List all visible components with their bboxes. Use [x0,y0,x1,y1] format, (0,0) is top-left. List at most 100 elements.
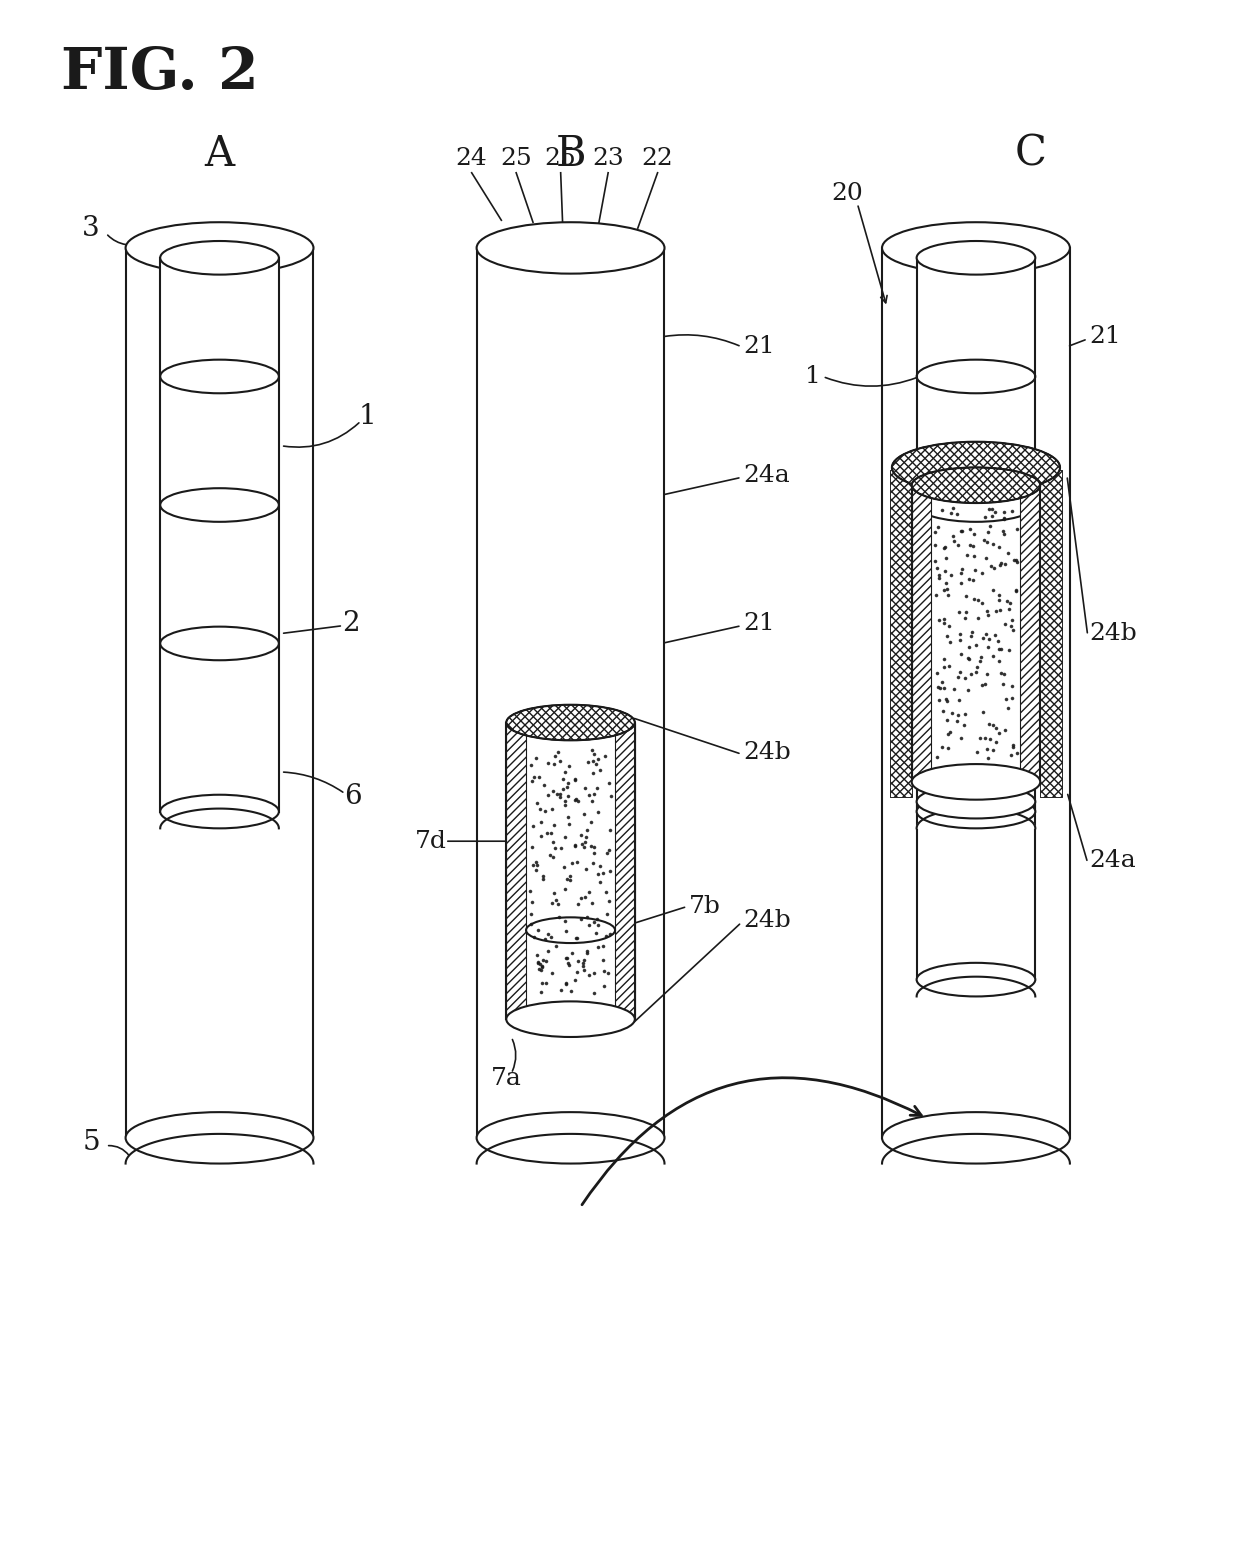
Point [988,637,1008,662]
Point [536,948,556,973]
Point [556,788,575,813]
Point [596,902,616,927]
Point [588,862,608,887]
Point [588,776,608,800]
Point [976,672,996,697]
Point [565,833,585,857]
Point [543,830,563,854]
Point [544,813,564,837]
Point [994,500,1014,524]
Point [584,961,604,985]
Point [991,660,1011,685]
Point [565,834,585,859]
Point [978,497,998,521]
Point [547,887,567,911]
Point [998,540,1018,564]
Point [527,853,547,877]
Point [590,757,610,782]
Point [942,700,962,725]
Point [956,600,976,625]
Point [1004,547,1024,572]
Point [935,675,955,700]
Ellipse shape [160,794,279,828]
Ellipse shape [160,241,279,274]
Point [937,625,957,649]
Text: A: A [205,133,234,174]
Point [990,720,1009,745]
Point [951,641,971,666]
Point [936,688,956,712]
Point [982,554,1002,578]
Point [557,917,577,942]
Point [521,911,541,936]
Point [942,524,962,549]
Point [565,768,585,793]
Point [951,560,971,584]
Point [994,506,1014,530]
Point [594,959,614,984]
Point [949,600,968,625]
Point [1003,732,1023,757]
Point [963,544,983,569]
Point [562,941,582,965]
Ellipse shape [882,1112,1070,1164]
Point [934,646,954,671]
Polygon shape [125,248,314,1138]
Point [556,877,575,902]
Point [596,840,616,865]
Point [986,598,1006,623]
Point [935,558,955,583]
Point [983,577,1003,601]
Point [598,961,618,985]
Point [557,774,577,799]
Point [1002,608,1022,632]
Point [587,752,606,777]
Point [1001,742,1021,766]
Point [546,745,565,769]
Point [990,588,1009,612]
Ellipse shape [506,1001,635,1036]
Point [568,948,588,973]
Point [543,779,563,803]
Point [577,905,596,930]
Point [997,589,1017,614]
Point [549,782,569,806]
Point [928,745,947,769]
Point [1001,614,1021,638]
Point [531,958,551,982]
Point [986,715,1006,740]
Point [522,836,542,860]
Point [584,834,604,859]
Point [1001,591,1021,615]
Polygon shape [160,258,279,811]
Point [523,853,543,877]
Text: 24b: 24b [744,740,791,763]
Point [976,546,996,571]
Point [556,793,575,817]
Point [994,662,1014,686]
Point [1002,674,1022,699]
Ellipse shape [911,467,1040,503]
Point [965,586,985,611]
Point [960,532,980,557]
Point [967,588,987,612]
Point [579,879,599,904]
Point [520,879,539,904]
Point [936,571,956,595]
Point [940,720,960,745]
Point [973,700,993,725]
Point [951,571,971,595]
Point [990,552,1009,577]
Point [563,850,583,874]
Text: 2: 2 [342,611,360,637]
Point [978,520,998,544]
Point [996,552,1016,577]
Point [542,820,562,845]
Point [525,765,544,790]
Point [935,608,955,632]
Point [568,788,588,813]
Point [526,850,546,874]
Point [967,655,987,680]
Point [565,925,585,950]
Point [549,904,569,928]
